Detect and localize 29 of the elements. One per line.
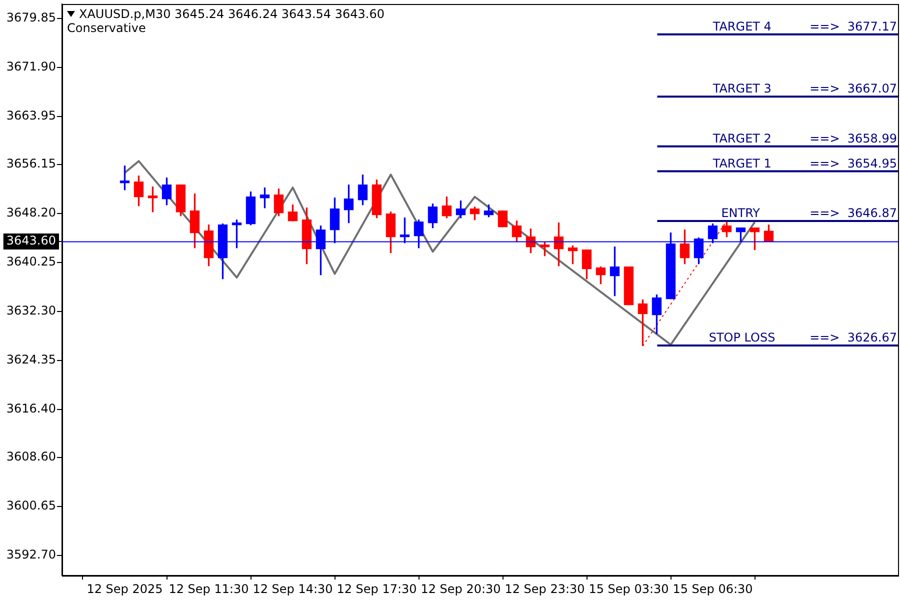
x-tick-label: 15 Sep 06:30: [672, 582, 753, 596]
y-tick-label: 3616.40: [6, 402, 56, 416]
y-tick-label: 3648.20: [6, 206, 56, 220]
x-tick-label: 12 Sep 2025: [86, 582, 163, 596]
x-tick-label: 12 Sep 14:30: [252, 582, 333, 596]
y-tick-label: 3592.70: [6, 548, 56, 562]
chart-title: XAUUSD.p,M30 3645.24 3646.24 3643.54 3643.60: [79, 7, 384, 21]
y-tick-label: 3600.65: [6, 498, 56, 513]
x-tick-label: 12 Sep 17:30: [336, 582, 417, 596]
text: Conservative: [67, 21, 147, 35]
ref-line-label: ENTRY ==> 3646.87: [721, 206, 897, 220]
x-tick-label: 12 Sep 20:30: [420, 582, 501, 596]
ref-line-label: TARGET 4 ==> 3677.17: [712, 20, 897, 34]
y-tick-label: 3663.95: [6, 108, 56, 123]
x-tick-label: 12 Sep 11:30: [168, 582, 249, 596]
y-tick-label: 3679.85: [6, 10, 56, 25]
y-tick-label: 3643.60: [6, 234, 56, 248]
x-tick-label: 12 Sep 23:30: [504, 582, 585, 596]
x-tick-label: 15 Sep 03:30: [588, 582, 669, 596]
y-tick-label: 3656.15: [6, 156, 56, 171]
ref-line-label: TARGET 2 ==> 3658.99: [712, 132, 897, 146]
y-tick-label: 3624.35: [6, 352, 56, 367]
ref-line-label: STOP LOSS ==> 3626.67: [708, 330, 897, 345]
y-tick-label: 3671.90: [6, 60, 56, 74]
y-tick-label: 3608.60: [6, 450, 56, 464]
ref-line-label: TARGET 3 ==> 3667.07: [712, 82, 897, 96]
ref-line-label: TARGET 1 ==> 3654.95: [712, 156, 897, 170]
y-tick-label: 3640.25: [6, 254, 56, 269]
y-tick-label: 3632.30: [6, 304, 56, 318]
